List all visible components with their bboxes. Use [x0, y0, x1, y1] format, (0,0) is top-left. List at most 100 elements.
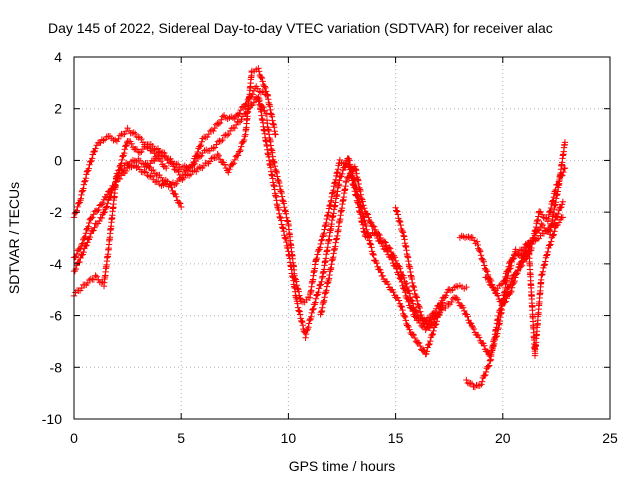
data-point [369, 222, 377, 230]
data-point [398, 303, 406, 311]
data-point [386, 245, 394, 252]
data-point [305, 320, 313, 327]
data-point [473, 238, 481, 245]
data-point [177, 200, 184, 207]
data-point [308, 309, 316, 317]
data-point [279, 224, 286, 232]
data-point [258, 73, 265, 81]
data-point [275, 206, 282, 214]
y-tick-label: 4 [54, 49, 62, 65]
data-point [550, 193, 557, 201]
data-point [546, 241, 554, 249]
data-point [147, 172, 154, 180]
data-point [409, 300, 417, 307]
data-point [507, 258, 514, 265]
data-point [225, 169, 232, 176]
data-point [497, 306, 504, 314]
data-point [511, 277, 518, 285]
data-point [398, 303, 405, 310]
data-point [560, 168, 567, 176]
data-point [225, 130, 232, 138]
data-point [158, 152, 165, 159]
data-point [221, 161, 228, 168]
data-point [144, 172, 151, 179]
data-point [463, 376, 470, 384]
data-point [470, 325, 478, 333]
data-point [198, 152, 205, 159]
data-point [318, 236, 326, 243]
data-point [390, 288, 397, 296]
series-track-1 [70, 124, 170, 221]
data-point [403, 294, 411, 302]
data-point [121, 149, 128, 157]
data-point [103, 203, 111, 210]
data-point [315, 247, 322, 255]
data-point [138, 148, 145, 156]
data-point [448, 298, 455, 306]
data-point [121, 146, 128, 153]
data-point [132, 130, 139, 138]
data-point [238, 143, 245, 150]
data-point [173, 166, 181, 174]
data-point [509, 254, 517, 261]
data-point [93, 273, 101, 280]
data-point [368, 244, 375, 251]
data-point [410, 331, 418, 339]
data-point [517, 259, 524, 267]
data-point [240, 136, 248, 144]
plot-frame [73, 56, 611, 420]
data-point [341, 164, 348, 171]
data-point [363, 226, 370, 233]
data-point [90, 227, 97, 234]
data-point [263, 88, 270, 95]
data-point [261, 107, 268, 114]
data-point [115, 135, 122, 143]
data-point [116, 175, 124, 183]
data-point [464, 313, 471, 320]
data-point [217, 137, 225, 145]
data-point [396, 265, 404, 272]
data-point [366, 237, 373, 244]
data-point [173, 160, 180, 168]
data-point [295, 307, 302, 314]
data-point [390, 252, 398, 259]
data-point [417, 342, 424, 350]
data-point [81, 234, 88, 242]
data-point [539, 221, 547, 229]
data-point [242, 101, 249, 108]
data-point [522, 248, 529, 256]
data-point [294, 304, 302, 311]
data-point [104, 191, 111, 198]
data-point [237, 106, 244, 114]
data-point [223, 132, 231, 139]
data-point [361, 216, 368, 224]
data-point [316, 244, 324, 251]
data-point [259, 78, 266, 85]
data-point [420, 346, 427, 354]
series-track-12 [482, 214, 567, 359]
data-point [430, 319, 437, 326]
data-point [549, 232, 557, 239]
data-point [336, 156, 344, 164]
data-point [561, 164, 569, 172]
data-point [208, 126, 216, 134]
data-point [78, 241, 85, 249]
data-point [350, 175, 357, 182]
data-point [235, 111, 242, 119]
data-point [429, 331, 436, 339]
data-point [204, 133, 211, 141]
data-point [174, 161, 182, 168]
data-point [80, 248, 87, 256]
data-point [102, 194, 110, 202]
data-point [196, 143, 204, 150]
data-point [365, 214, 372, 221]
data-point [136, 149, 144, 156]
data-point [481, 262, 488, 269]
y-tick-label: 0 [54, 152, 62, 168]
y-axis-label: SDTVAR / TECUs [6, 182, 22, 294]
data-point [295, 307, 303, 315]
data-point [73, 207, 81, 214]
data-point [152, 155, 159, 162]
data-point [544, 227, 552, 235]
data-point [555, 219, 563, 226]
